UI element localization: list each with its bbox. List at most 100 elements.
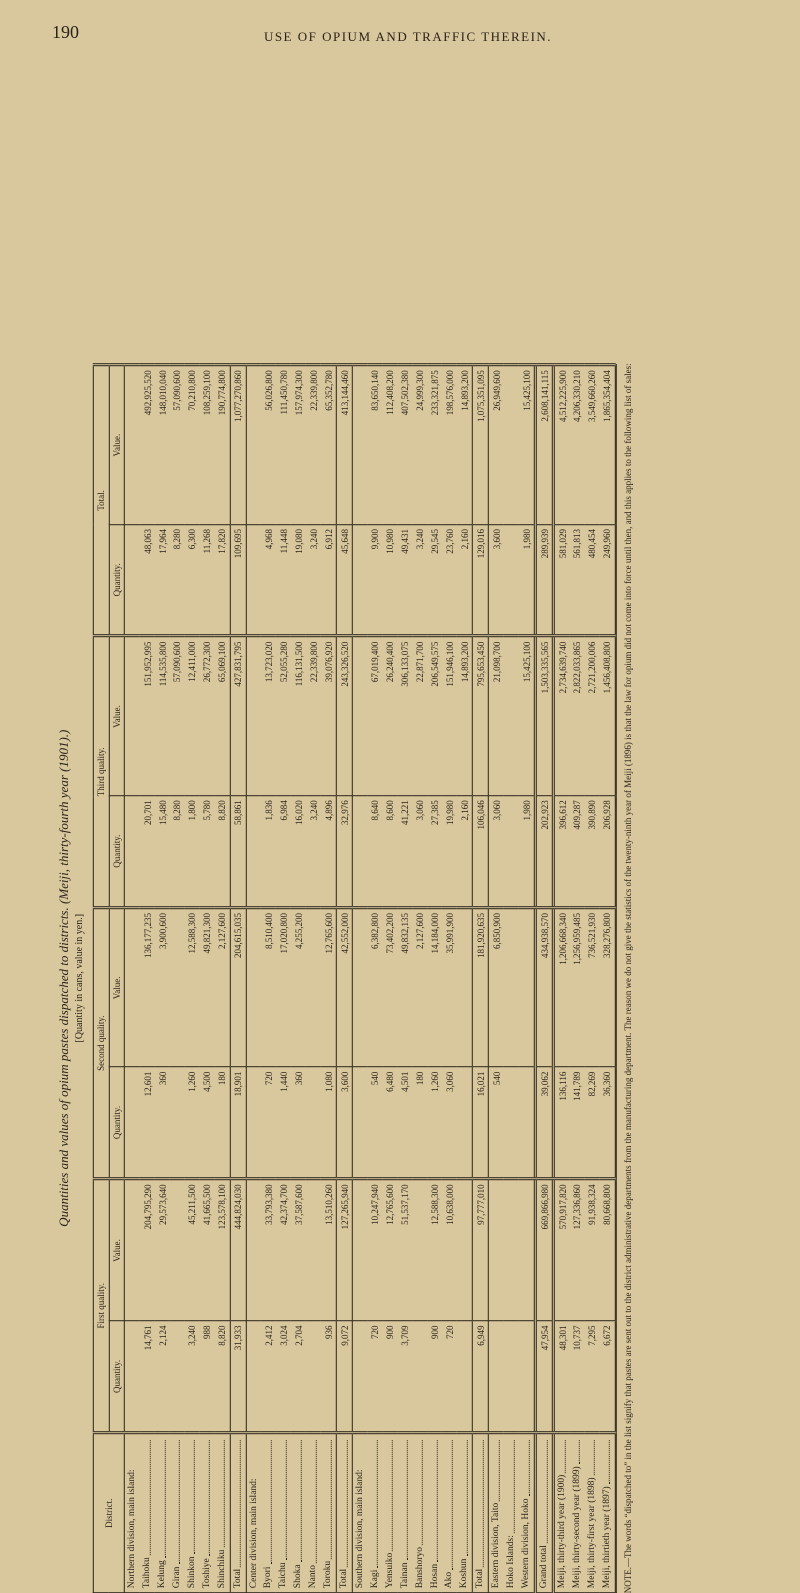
cell: 8,820	[214, 796, 229, 908]
district-cell: Byori	[261, 1433, 276, 1593]
cell: 4,500	[200, 1067, 215, 1179]
cell: 21,098,700	[489, 636, 504, 796]
cell: 23,760	[442, 524, 457, 636]
cell: 396,612	[553, 796, 569, 908]
cell	[504, 1321, 519, 1433]
cell: 58,861	[230, 796, 246, 908]
cell: 108,259,100	[200, 365, 215, 525]
cell: 17,020,800	[276, 907, 291, 1067]
cell: 2,704	[291, 1321, 306, 1433]
district-cell: Hosan	[427, 1433, 442, 1593]
district-cell: Koshun	[457, 1433, 472, 1593]
cell: 3,060	[442, 1067, 457, 1179]
district-cell: Eastern division, Taito	[489, 1433, 504, 1593]
cell: 127,336,860	[570, 1179, 585, 1321]
th-qty: Quantity.	[109, 1067, 124, 1179]
cell	[246, 365, 261, 525]
cell: 202,923	[535, 796, 553, 908]
cell: 444,824,030	[230, 1179, 246, 1321]
cell: 206,549,575	[427, 636, 442, 796]
cell: 900	[427, 1321, 442, 1433]
cell	[306, 1321, 321, 1433]
cell: 33,793,380	[261, 1179, 276, 1321]
cell: 136,177,235	[140, 907, 155, 1067]
cell	[352, 907, 367, 1067]
cell: 9,072	[336, 1321, 352, 1433]
cell: 15,425,100	[519, 636, 535, 796]
cell: 8,640	[368, 796, 383, 908]
cell: 2,822,033,865	[570, 636, 585, 796]
cell: 4,968	[261, 524, 276, 636]
cell: 14,761	[140, 1321, 155, 1433]
cell	[124, 1179, 139, 1321]
th-qty: Quantity.	[109, 1321, 124, 1433]
district-cell: Meiji, thirtieth year (1897)	[599, 1433, 614, 1593]
cell: 80,668,800	[599, 1179, 614, 1321]
cell: 14,893,200	[457, 636, 472, 796]
cell: 97,777,010	[473, 1179, 489, 1321]
cell: 42,552,000	[336, 907, 352, 1067]
cell: 181,920,635	[473, 907, 489, 1067]
cell: 1,800	[185, 796, 200, 908]
cell: 720	[442, 1321, 457, 1433]
cell: 190,774,800	[214, 365, 229, 525]
cell: 6,480	[383, 1067, 398, 1179]
cell: 4,206,330,210	[570, 365, 585, 525]
cell: 22,339,800	[306, 365, 321, 525]
cell	[170, 1179, 185, 1321]
cell: 12,765,600	[321, 907, 336, 1067]
section-head: Center division, main island:	[246, 1433, 261, 1593]
cell	[352, 365, 367, 525]
cell: 49,821,300	[200, 907, 215, 1067]
th-qty: Quantity.	[109, 524, 124, 636]
cell: 10,638,000	[442, 1179, 457, 1321]
cell: 123,578,100	[214, 1179, 229, 1321]
cell: 180	[412, 1067, 427, 1179]
cell: 1,865,354,404	[599, 365, 614, 525]
cell: 3,060	[489, 796, 504, 908]
cell: 109,695	[230, 524, 246, 636]
cell: 492,925,520	[140, 365, 155, 525]
cell	[352, 796, 367, 908]
cell: 6,912	[321, 524, 336, 636]
cell: 12,765,600	[383, 1179, 398, 1321]
cell	[170, 1067, 185, 1179]
cell: 6,300	[185, 524, 200, 636]
district-cell: Shinchiku	[214, 1433, 229, 1593]
district-cell: Total	[473, 1433, 489, 1593]
district-cell: Banshoryo	[412, 1433, 427, 1593]
th-val: Value.	[109, 365, 124, 525]
cell	[504, 524, 519, 636]
cell: 26,240,400	[383, 636, 398, 796]
cell: 91,938,324	[585, 1179, 600, 1321]
cell: 49,431	[398, 524, 413, 636]
cell: 3,240	[306, 524, 321, 636]
cell: 1,260	[185, 1067, 200, 1179]
cell: 36,360	[599, 1067, 614, 1179]
cell: 2,127,600	[412, 907, 427, 1067]
table-title: Quantities and values of opium pastes di…	[57, 363, 72, 1593]
cell: 1,080	[321, 1067, 336, 1179]
cell: 409,287	[570, 796, 585, 908]
district-cell: Giran	[170, 1433, 185, 1593]
cell: 106,046	[473, 796, 489, 908]
section-head: Southern division, main island:	[352, 1433, 367, 1593]
cell: 24,999,300	[412, 365, 427, 525]
cell: 22,871,700	[412, 636, 427, 796]
cell: 2,608,141,115	[535, 365, 553, 525]
cell: 3,240	[306, 796, 321, 908]
cell: 233,321,875	[427, 365, 442, 525]
cell: 9,900	[368, 524, 383, 636]
cell: 136,116	[553, 1067, 569, 1179]
cell: 204,795,290	[140, 1179, 155, 1321]
cell: 82,269	[585, 1067, 600, 1179]
district-cell: Western division, Hoko	[519, 1433, 535, 1593]
cell: 18,901	[230, 1067, 246, 1179]
cell: 29,545	[427, 524, 442, 636]
cell	[246, 1321, 261, 1433]
cell	[457, 1179, 472, 1321]
cell: 2,124	[155, 1321, 170, 1433]
cell: 13,723,020	[261, 636, 276, 796]
th-district: District.	[94, 1433, 125, 1593]
cell: 204,615,035	[230, 907, 246, 1067]
